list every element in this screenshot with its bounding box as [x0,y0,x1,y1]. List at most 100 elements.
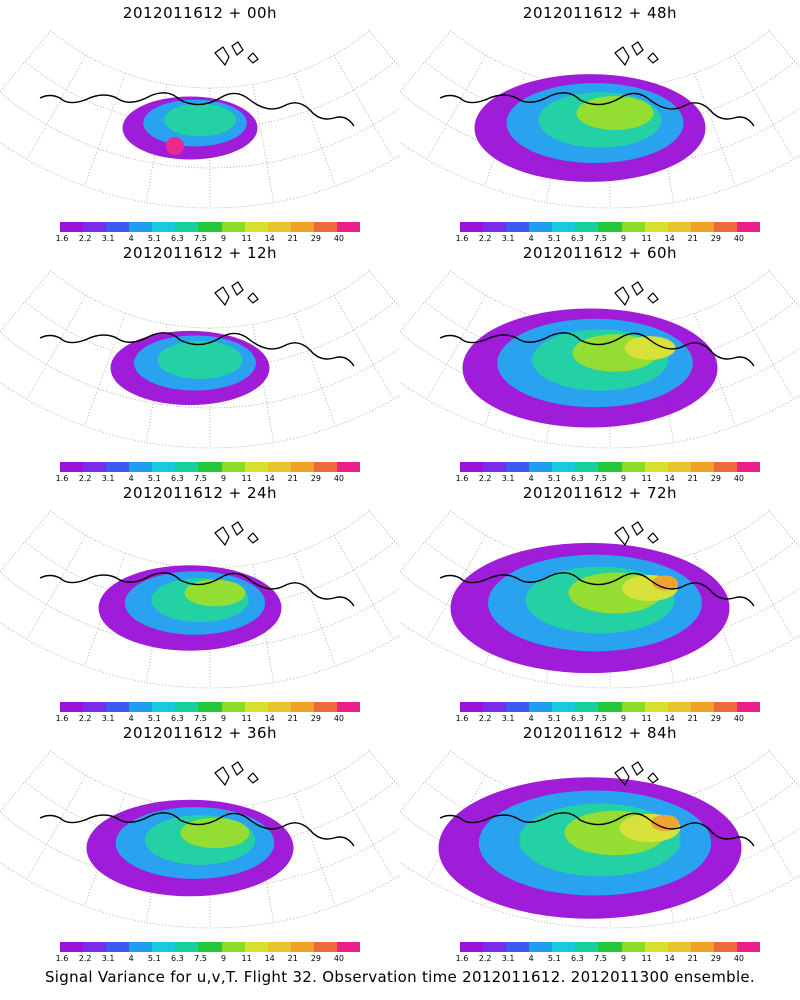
variance-field [438,777,742,919]
colorbar-swatch [690,462,714,472]
colorbar-tick-label: 4 [128,714,134,723]
colorbar-tick-label: 7.5 [594,714,607,723]
colorbar [460,702,761,712]
colorbar-tick-label: 4 [528,234,534,243]
colorbar-swatch [221,462,245,472]
panel-title: 2012011612 + 12h [122,244,278,262]
colorbar-swatch [129,942,153,952]
colorbar-tick-label: 7.5 [194,954,207,963]
variance-field [474,74,706,182]
variance-field [110,330,270,406]
colorbar-tick-label: 6.3 [171,234,184,243]
colorbar-labels: 1.6 2.2 3.1 4 5.1 6.3 7.5 9 11 14 21 29 40 [456,954,760,964]
meridian-line [84,73,126,187]
coastline [214,521,259,547]
colorbar-labels: 1.6 2.2 3.1 4 5.1 6.3 7.5 9 11 14 21 29 40 [56,714,360,724]
colorbar-tick-label: 6.3 [171,714,184,723]
colorbar [460,942,761,952]
colorbar-swatch [690,222,714,232]
latitude-circle [50,750,370,809]
colorbar-swatch [713,462,737,472]
colorbar-swatch [244,942,268,952]
colorbar-tick-label: 5.1 [547,954,561,963]
colorbar-tick-label: 6.3 [571,234,584,243]
colorbar-swatch [152,702,176,712]
colorbar-tick-label: 1.6 [455,234,469,243]
colorbar-swatch [336,222,361,232]
colorbar-tick-label: 4 [128,954,134,963]
colorbar-swatch [644,942,668,952]
colorbar-tick-label: 1.6 [55,714,69,723]
latitude-circle [24,541,396,609]
colorbar-tick-label: 2.2 [478,954,492,963]
colorbar-tick-label: 9 [620,474,627,483]
colorbar-swatch [529,942,553,952]
colorbar-tick-label: 11 [641,474,652,483]
colorbar-swatch [267,942,291,952]
variance-field [462,308,718,428]
coastline [214,761,259,787]
colorbar-tick-label: 29 [310,954,321,963]
meridian-line [333,534,394,640]
meridian-line [333,294,394,400]
colorbar-tick-label: 9 [220,474,227,483]
colorbar-tick-label: 1.6 [455,474,469,483]
colorbar-swatch [736,462,761,472]
variance-field [122,96,258,160]
colorbar-tick-label: 21 [287,954,298,963]
colorbar-tick-label: 2.2 [78,234,92,243]
colorbar-swatch [106,222,130,232]
colorbar-swatch [529,462,553,472]
colorbar-swatch [506,462,530,472]
variance-field [450,542,730,674]
polar-map [400,30,800,209]
colorbar-tick-label: 29 [310,474,321,483]
colorbar-swatch [60,222,84,232]
colorbar-swatch [290,222,314,232]
colorbar-tick-label: 29 [710,234,721,243]
colorbar-swatch [129,222,153,232]
colorbar-tick-label: 6.3 [571,954,584,963]
map-panel: 2012011612 + 72h 1.6 2.2 3.1 4 5.1 6.3 7.5 9 11 14… [400,480,800,723]
colorbar-swatch [529,702,553,712]
colorbar [60,222,361,232]
colorbar-swatch [598,462,622,472]
colorbar-tick-label: 3.1 [501,474,515,483]
colorbar-swatch [506,222,530,232]
variance-contour [164,103,236,137]
colorbar-tick-label: 29 [710,474,721,483]
colorbar-tick-label: 6.3 [171,954,184,963]
colorbar-swatch [267,222,291,232]
colorbar [460,222,761,232]
latitude-circle [400,382,800,449]
colorbar-tick-label: 5.1 [547,714,561,723]
colorbar-labels: 1.6 2.2 3.1 4 5.1 6.3 7.5 9 11 14 21 29 40 [56,474,360,484]
colorbar-tick-label: 2.2 [478,234,492,243]
colorbar-swatch [598,702,622,712]
colorbar-swatch [221,702,245,712]
meridian-line [369,30,400,69]
latitude-circle [0,92,400,169]
coastline [614,521,659,547]
colorbar-tick-label: 29 [710,714,721,723]
colorbar-labels: 1.6 2.2 3.1 4 5.1 6.3 7.5 9 11 14 21 29 40 [456,474,760,484]
meridian-line [694,73,736,187]
colorbar-tick-label: 21 [687,234,698,243]
colorbar-swatch [598,222,622,232]
colorbar-tick-label: 21 [687,474,698,483]
latitude-circle [424,301,796,369]
colorbar-tick-label: 4 [528,954,534,963]
colorbar-swatch [336,702,361,712]
meridian-line [769,510,800,549]
colorbar-swatch [198,702,222,712]
latitude-circle [50,30,370,89]
meridian-line [294,793,336,907]
meridian-line [733,534,794,640]
meridian-line [0,270,51,333]
colorbar-tick-label: 29 [310,234,321,243]
meridian-line [26,54,87,160]
latitude-circle [0,862,400,929]
colorbar-swatch [313,702,337,712]
map-panel: 2012011612 + 48h 1.6 2.2 3.1 4 5.1 6.3 7.5 9 11 14… [400,0,800,243]
colorbar-tick-label: 14 [264,234,275,243]
